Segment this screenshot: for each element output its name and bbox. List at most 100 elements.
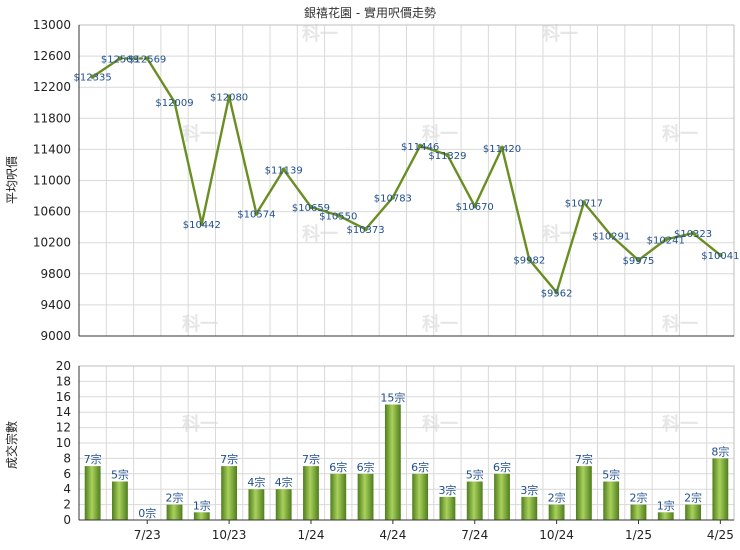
price-data-label: $10670	[456, 202, 494, 213]
count-bar	[330, 473, 347, 520]
price-data-label: $11446	[401, 142, 439, 153]
price-point	[636, 257, 641, 263]
count-bar	[193, 512, 210, 520]
count-data-label: 5宗	[602, 468, 620, 482]
price-point	[254, 211, 259, 216]
price-point	[172, 99, 177, 105]
price-tick-label: 11400	[33, 142, 71, 156]
chart-title: 銀禧花園 - 實用呎價走勢	[304, 5, 436, 20]
price-point	[472, 203, 477, 209]
price-line-segment	[473, 146, 504, 208]
price-point	[581, 200, 587, 205]
price-line-segment	[364, 196, 395, 231]
count-data-label: 7宗	[302, 452, 320, 466]
price-point	[663, 237, 668, 242]
price-point	[499, 145, 505, 151]
price-tick-label: 12200	[33, 80, 71, 94]
price-tick-label: 11800	[33, 111, 71, 125]
price-point	[554, 290, 559, 295]
price-line-segment	[309, 205, 340, 217]
count-tick-label: 0	[63, 513, 71, 527]
price-line-segment	[500, 146, 531, 261]
count-data-label: 6宗	[357, 460, 375, 474]
count-bar	[275, 489, 292, 520]
count-bar	[712, 458, 729, 520]
price-tick-label: 13000	[33, 18, 71, 32]
price-data-label: $9982	[513, 256, 545, 267]
price-tick-label: 10600	[33, 205, 71, 219]
price-data-label: $10783	[374, 193, 412, 204]
price-data-label: $10041	[701, 251, 739, 262]
count-bar	[112, 481, 128, 520]
price-line-segment	[555, 201, 586, 294]
price-point	[199, 221, 205, 227]
watermark-text: 科一	[662, 413, 698, 435]
price-point	[718, 252, 723, 258]
count-bar	[248, 489, 265, 520]
price-point	[527, 257, 532, 262]
price-point	[363, 227, 368, 232]
watermark-text: 科一	[422, 413, 458, 435]
price-point	[690, 230, 696, 236]
count-tick-label: 12	[56, 421, 71, 435]
price-line-segment	[391, 144, 422, 199]
count-bar	[439, 496, 456, 520]
price-point	[390, 195, 396, 200]
price-data-label: $10574	[237, 210, 275, 221]
price-data-label: $11420	[483, 144, 521, 155]
x-tick-label: 7/24	[461, 528, 488, 542]
count-data-label: 4宗	[247, 475, 265, 489]
price-line-segment	[418, 144, 449, 157]
price-line-segment	[664, 231, 695, 241]
watermark-text: 科一	[662, 313, 698, 335]
count-tick-label: 20	[56, 359, 71, 373]
price-data-label: $12569	[128, 55, 166, 66]
price-line-segment	[200, 95, 231, 226]
watermark-text: 科一	[662, 123, 698, 145]
price-point	[608, 233, 614, 238]
price-tick-label: 12600	[33, 49, 71, 63]
price-tick-label: 10200	[33, 236, 71, 250]
price-axis-label: 平均呎價	[5, 156, 19, 204]
count-data-label: 1宗	[193, 498, 211, 512]
count-data-label: 7宗	[84, 452, 102, 466]
count-data-label: 2宗	[629, 491, 647, 505]
count-axis-label: 成交宗數	[4, 421, 19, 469]
price-data-label: $12335	[74, 73, 112, 84]
price-line-segment	[446, 153, 476, 208]
price-data-label: $11329	[428, 151, 466, 162]
count-bar	[166, 504, 183, 520]
price-line-segment	[173, 100, 204, 226]
price-line-segment	[582, 201, 613, 237]
count-bar	[357, 473, 374, 520]
price-data-label: $10717	[565, 199, 603, 210]
watermark-text: 科一	[182, 313, 218, 335]
count-bar	[603, 481, 620, 520]
count-data-label: 3宗	[438, 483, 456, 497]
count-tick-label: 8	[63, 451, 71, 465]
count-data-label: 5宗	[111, 468, 129, 482]
count-data-label: 6宗	[329, 460, 347, 474]
x-tick-label: 7/23	[134, 528, 161, 542]
count-bar	[384, 404, 401, 520]
watermark-text: 科一	[182, 123, 218, 145]
count-data-label: 2宗	[684, 491, 702, 505]
count-tick-label: 4	[63, 482, 71, 496]
price-point	[226, 94, 232, 99]
count-data-label: 6宗	[411, 460, 429, 474]
count-data-label: 7宗	[220, 452, 238, 466]
watermark-text: 科一	[302, 23, 338, 45]
watermark-text: 科一	[422, 123, 458, 145]
price-data-label: $10442	[183, 220, 221, 231]
price-line-segment	[691, 231, 722, 257]
count-bar	[221, 466, 238, 520]
price-line-segment	[146, 57, 176, 104]
price-tick-label: 11000	[33, 174, 71, 188]
count-bar	[521, 496, 538, 520]
price-line-segment	[227, 95, 258, 215]
price-line-segment	[337, 214, 367, 231]
count-data-label: 8宗	[711, 444, 729, 458]
watermark-text: 科一	[422, 313, 458, 335]
price-line-segment	[91, 57, 122, 78]
